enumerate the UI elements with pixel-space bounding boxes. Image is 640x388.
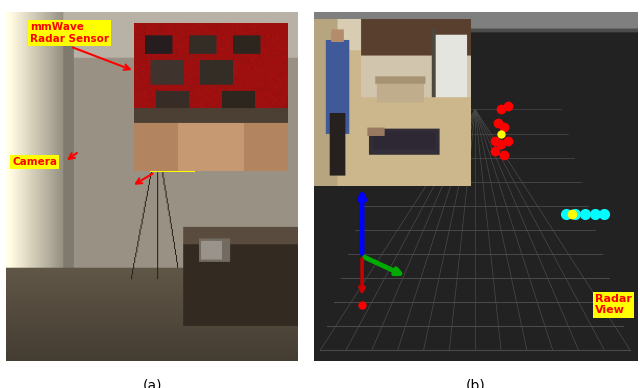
Text: mmWave
Radar Sensor: mmWave Radar Sensor [29, 22, 109, 44]
Text: (b): (b) [465, 378, 485, 388]
Text: Camera
View: Camera View [320, 22, 368, 44]
Text: (a): (a) [142, 378, 162, 388]
Text: Laptop: Laptop [152, 160, 193, 170]
Text: Radar
View: Radar View [595, 294, 632, 315]
Text: Camera: Camera [12, 157, 57, 167]
